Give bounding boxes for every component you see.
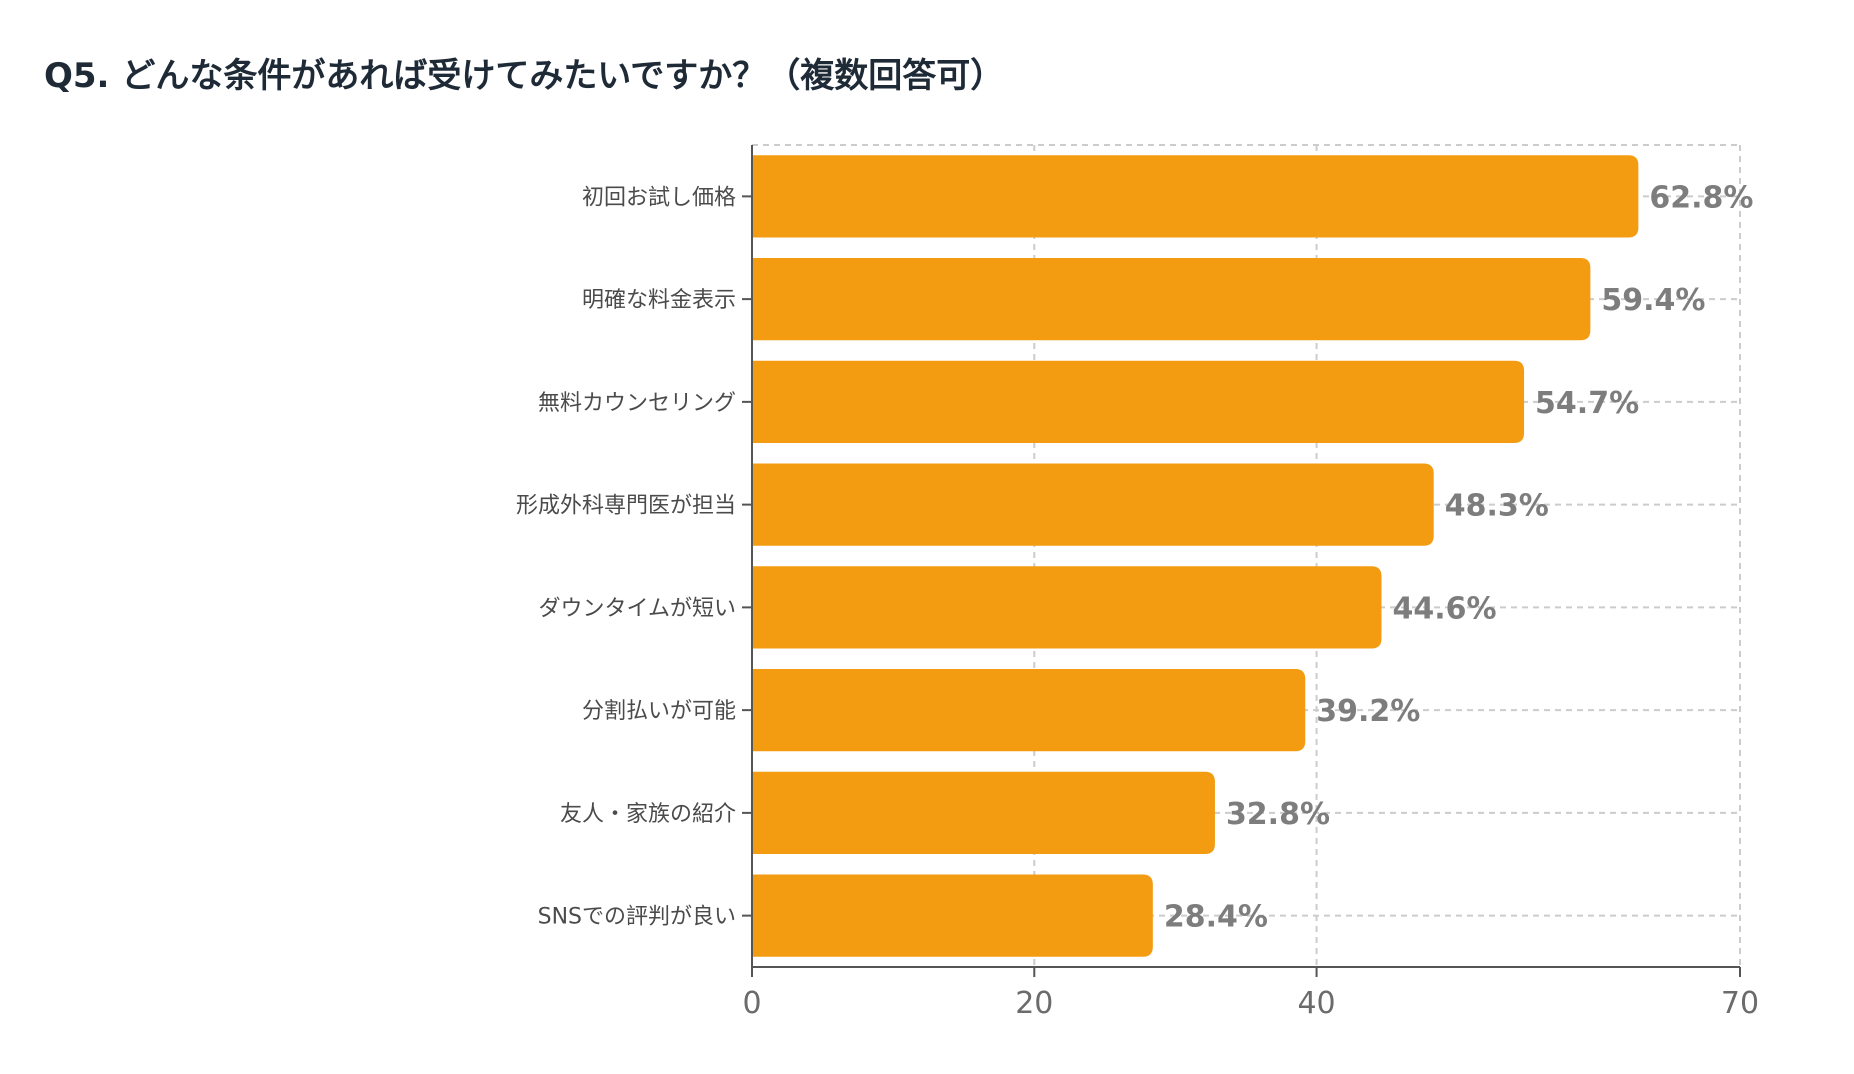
x-tick-label-40: 40: [1297, 986, 1335, 1021]
category-label-7: SNSでの評判が良い: [538, 905, 736, 930]
category-label-6: 友人・家族の紹介: [560, 802, 736, 827]
bar-3: [752, 463, 1434, 546]
category-label-3: 形成外科専門医が担当: [516, 494, 736, 519]
bar-2: [752, 360, 1525, 443]
bar-layer: [752, 155, 1639, 957]
bar-0: [752, 155, 1639, 238]
bar-7: [752, 874, 1153, 957]
category-label-2: 無料カウンセリング: [538, 391, 736, 416]
value-label-7: 28.4%: [1164, 900, 1268, 935]
value-label-5: 39.2%: [1316, 694, 1420, 729]
value-label-4: 44.6%: [1392, 591, 1496, 626]
value-label-3: 48.3%: [1445, 489, 1549, 524]
category-label-5: 分割払いが可能: [582, 699, 736, 724]
x-tick-label-0: 0: [742, 986, 761, 1021]
axis-layer: [742, 145, 1741, 977]
value-label-6: 32.8%: [1226, 797, 1330, 832]
label-layer: 62.8% 初回お試し価格 59.4% 明確な料金表示 54.7% 無料カウンセリング 48…: [516, 180, 1759, 1021]
bar-5: [752, 669, 1306, 752]
bar-6: [752, 771, 1215, 854]
value-label-2: 54.7%: [1535, 386, 1639, 421]
value-label-0: 62.8%: [1649, 180, 1753, 215]
value-label-1: 59.4%: [1601, 283, 1705, 318]
category-label-1: 明確な料金表示: [582, 288, 736, 313]
bar-4: [752, 566, 1382, 649]
x-tick-label-70: 70: [1721, 986, 1759, 1021]
bar-1: [752, 258, 1591, 341]
category-label-4: ダウンタイムが短い: [538, 596, 736, 621]
x-tick-label-20: 20: [1015, 986, 1053, 1021]
category-label-0: 初回お試し価格: [582, 185, 736, 210]
chart-title: Q5. どんな条件があれば受けてみたいですか？（複数回答可）: [44, 56, 1005, 96]
